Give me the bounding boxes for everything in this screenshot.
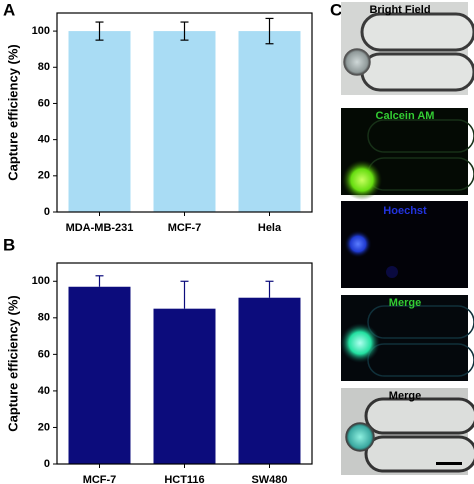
image-3: Hoechst [341,201,468,288]
y-axis-label: Capture efficiency (%) [5,295,20,432]
y-tick-label: 40 [38,134,50,146]
bar [68,286,131,464]
error-bar [265,280,274,298]
image-5: Merge [341,388,474,475]
plot-frame [56,12,313,213]
y-tick-label: 20 [38,170,50,182]
y-tick-label: 40 [38,385,50,397]
image-label: Bright Field [369,4,430,16]
x-tick-label: HCT116 [164,474,204,484]
bar [153,31,216,212]
image-label: Merge [389,390,421,402]
y-tick-label: 100 [32,25,50,37]
y-tick-label: 60 [38,348,50,360]
panel-label: A [3,0,15,19]
image-2: Calcein AM [341,108,474,200]
x-tick-label: SW480 [251,474,287,484]
bar [68,31,131,212]
image-label: Hoechst [383,205,427,217]
x-tick-label: MDA-MB-231 [66,222,134,234]
panel-label: B [3,235,15,254]
y-tick-label: 20 [38,421,50,433]
y-tick-label: 80 [38,312,50,324]
image-label: Merge [389,297,421,309]
error-bar [180,21,189,41]
image-4: Merge [340,295,474,381]
bar [153,308,216,464]
y-tick-label: 0 [44,458,50,470]
panel-label: C [330,0,342,19]
y-tick-label: 60 [38,97,50,109]
y-axis-label: Capture efficiency (%) [5,44,20,181]
y-tick-label: 100 [32,275,50,287]
x-tick-label: Hela [258,222,282,234]
image-label: Calcein AM [376,110,435,122]
error-bar [95,21,104,41]
x-tick-label: MCF-7 [168,222,202,234]
error-bar [265,17,274,45]
image-1: Bright Field [341,2,474,95]
error-bar [95,275,104,287]
bar [238,31,301,212]
error-bar [180,280,189,309]
y-tick-label: 0 [44,206,50,218]
y-tick-label: 80 [38,61,50,73]
plot-frame [56,262,313,465]
bar [238,297,301,464]
x-tick-label: MCF-7 [83,474,117,484]
